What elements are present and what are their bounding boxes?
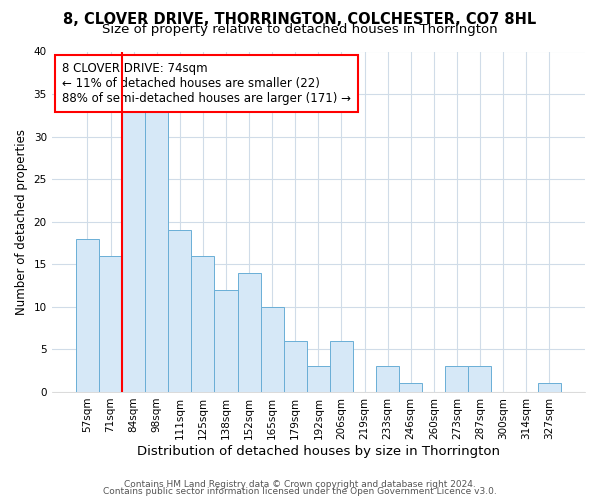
Bar [238,273,260,392]
X-axis label: Distribution of detached houses by size in Thorrington: Distribution of detached houses by size … [137,444,500,458]
Bar [168,230,191,392]
Text: Contains HM Land Registry data © Crown copyright and database right 2024.: Contains HM Land Registry data © Crown c… [124,480,476,489]
Bar [76,239,99,392]
Y-axis label: Number of detached properties: Number of detached properties [15,128,28,314]
Bar [445,366,469,392]
Bar [376,366,399,392]
Bar [538,384,561,392]
Text: 8 CLOVER DRIVE: 74sqm
← 11% of detached houses are smaller (22)
88% of semi-deta: 8 CLOVER DRIVE: 74sqm ← 11% of detached … [62,62,352,104]
Bar [330,341,353,392]
Bar [284,341,307,392]
Bar [399,384,422,392]
Bar [145,111,168,392]
Text: Contains public sector information licensed under the Open Government Licence v3: Contains public sector information licen… [103,488,497,496]
Bar [260,307,284,392]
Bar [307,366,330,392]
Text: Size of property relative to detached houses in Thorrington: Size of property relative to detached ho… [102,22,498,36]
Bar [122,111,145,392]
Bar [99,256,122,392]
Bar [469,366,491,392]
Text: 8, CLOVER DRIVE, THORRINGTON, COLCHESTER, CO7 8HL: 8, CLOVER DRIVE, THORRINGTON, COLCHESTER… [64,12,536,28]
Bar [214,290,238,392]
Bar [191,256,214,392]
